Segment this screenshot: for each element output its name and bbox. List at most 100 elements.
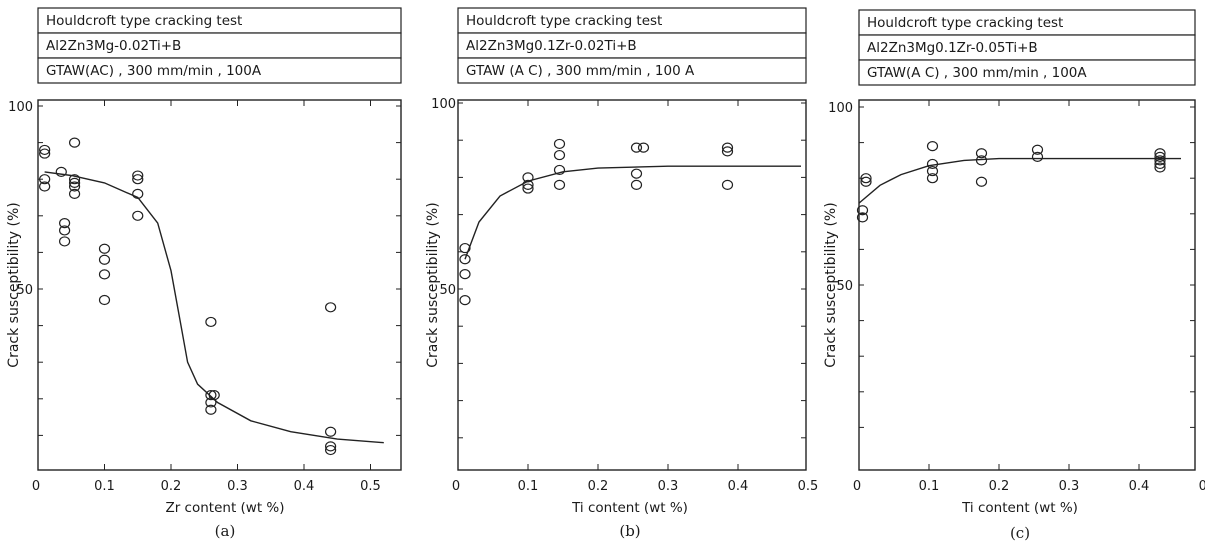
- header-box-2: [37, 32, 402, 59]
- data-point: [1154, 162, 1166, 173]
- data-point: [325, 426, 337, 437]
- data-point: [553, 138, 566, 150]
- x-tick-label: 0.3: [227, 479, 248, 494]
- data-point: [630, 179, 643, 190]
- x-tick-label: 0.5: [798, 479, 819, 494]
- chart-panel-1: Houldcroft type cracking test Al2Zn3Mg-0.…: [6, 7, 402, 540]
- header-box-1: [858, 9, 1196, 36]
- data-point: [522, 172, 534, 183]
- data-point: [630, 142, 643, 153]
- x-tick-label: 0.2: [989, 479, 1010, 494]
- data-point: [553, 179, 566, 190]
- data-point: [721, 146, 734, 157]
- data-point: [860, 173, 872, 184]
- header-box-1: [37, 7, 402, 34]
- x-tick-label: 0: [452, 479, 460, 494]
- plot-frame: [37, 99, 402, 471]
- header-box-3: [37, 57, 402, 84]
- header-box-3: [858, 59, 1196, 86]
- data-point: [975, 148, 988, 159]
- y-tick-label: 50: [439, 283, 456, 298]
- x-tick-label: 0.5: [1199, 479, 1205, 494]
- y-axis-label: Crack susceptibility (%): [823, 202, 839, 367]
- x-tick-label: 0.1: [518, 479, 539, 494]
- y-tick-label: 100: [828, 101, 853, 116]
- x-axis-label: Zr content (wt %): [165, 500, 284, 516]
- data-point: [975, 155, 988, 166]
- data-point: [98, 243, 111, 254]
- x-tick-label: 0.1: [919, 479, 940, 494]
- data-point: [926, 173, 939, 184]
- data-point: [58, 225, 71, 236]
- data-point: [1154, 158, 1166, 170]
- data-point: [325, 441, 337, 452]
- x-tick-label: 0.4: [294, 479, 315, 494]
- data-point: [325, 302, 337, 313]
- x-tick-label: 0: [32, 479, 40, 494]
- data-point: [132, 170, 144, 181]
- data-point: [205, 316, 217, 328]
- header-line-2: Al2Zn3Mg-0.02Ti+B: [46, 38, 181, 54]
- data-point: [1031, 151, 1044, 162]
- header-line-2: Al2Zn3Mg0.1Zr-0.02Ti+B: [466, 38, 637, 54]
- data-point: [68, 181, 81, 192]
- x-tick-label: 0.1: [94, 479, 115, 494]
- data-point: [132, 174, 144, 185]
- data-point: [1154, 148, 1166, 159]
- data-point: [860, 176, 872, 187]
- header-line-1: Houldcroft type cracking test: [466, 13, 662, 29]
- data-point: [58, 236, 71, 247]
- header-box-2: [858, 34, 1196, 61]
- data-point: [856, 205, 869, 216]
- data-point: [459, 242, 471, 254]
- x-tick-label: 0.3: [1059, 479, 1080, 494]
- panel-label: (c): [1010, 524, 1030, 542]
- header-box-2: [457, 32, 807, 59]
- data-point: [975, 176, 988, 187]
- x-tick-label: 0: [853, 479, 861, 494]
- x-tick-label: 0.2: [588, 479, 609, 494]
- y-tick-label: 50: [836, 279, 853, 294]
- data-point: [68, 188, 81, 199]
- data-point: [459, 254, 471, 265]
- data-point: [1154, 151, 1166, 162]
- y-axis-label: Crack susceptibility (%): [425, 202, 441, 367]
- header-box-1: [457, 7, 807, 34]
- plot-frame: [858, 99, 1196, 471]
- data-point: [39, 144, 51, 156]
- data-point: [721, 179, 734, 190]
- plot-frame: [457, 99, 807, 471]
- data-point: [522, 183, 534, 194]
- data-point: [553, 164, 566, 176]
- data-point: [39, 148, 51, 159]
- x-axis-label: Ti content (wt %): [571, 500, 688, 516]
- data-point: [926, 165, 939, 177]
- data-point: [926, 158, 939, 170]
- data-point: [58, 218, 71, 229]
- header-line-1: Houldcroft type cracking test: [867, 15, 1063, 31]
- y-tick-label: 100: [431, 97, 456, 112]
- data-point: [55, 166, 67, 177]
- data-point: [98, 254, 111, 265]
- data-point: [459, 269, 471, 280]
- data-point: [856, 212, 869, 223]
- trend-curve: [858, 157, 1181, 204]
- data-point: [39, 181, 51, 192]
- data-point: [205, 404, 217, 415]
- data-point: [721, 142, 734, 153]
- chart-panel-2: Houldcroft type cracking test Al2Zn3Mg0.1…: [425, 7, 819, 540]
- data-point: [68, 177, 81, 188]
- x-tick-label: 0.3: [658, 479, 679, 494]
- chart-panel-3: Houldcroft type cracking test Al2Zn3Mg0.1…: [823, 9, 1205, 542]
- data-point: [459, 295, 471, 306]
- header-line-3: GTAW (A C) , 300 mm/min , 100 A: [466, 63, 695, 79]
- data-point: [68, 137, 81, 148]
- header-line-2: Al2Zn3Mg0.1Zr-0.05Ti+B: [867, 40, 1038, 56]
- y-tick-label: 100: [8, 100, 33, 115]
- panel-label: (b): [619, 522, 640, 540]
- header-box-3: [457, 57, 807, 84]
- header-line-3: GTAW(A C) , 300 mm/min , 100A: [867, 65, 1087, 81]
- data-point: [68, 174, 81, 185]
- x-tick-label: 0.2: [161, 479, 182, 494]
- data-point: [637, 142, 650, 153]
